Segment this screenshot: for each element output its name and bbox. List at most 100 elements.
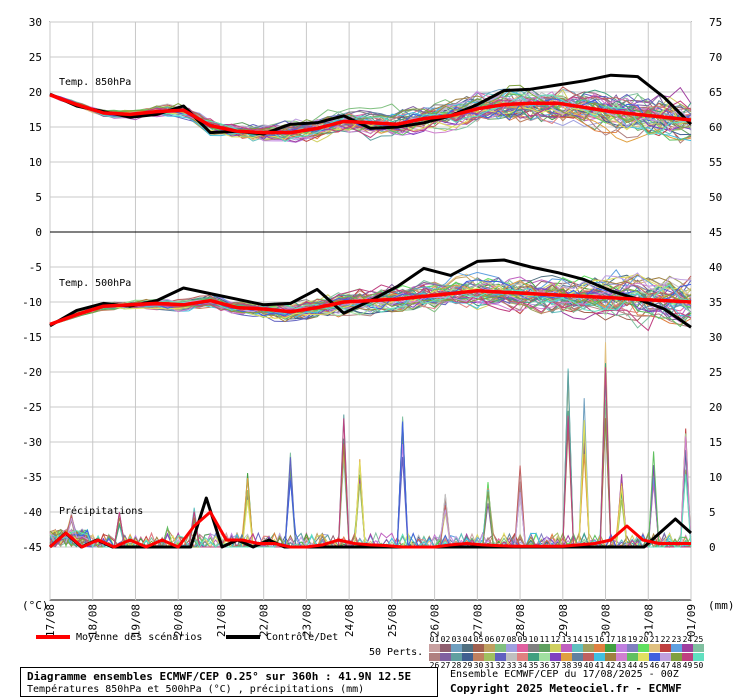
member-color-swatch — [693, 653, 704, 661]
member-number: 48 — [671, 661, 682, 670]
member-colors-row1 — [429, 644, 705, 653]
member-color-swatch — [660, 644, 671, 652]
mean-t500-line — [49, 289, 692, 327]
member-number: 46 — [649, 661, 660, 670]
right-axis-unit: (mm) — [708, 599, 735, 612]
left-tick-label: 5 — [35, 191, 42, 204]
member-color-swatch — [517, 653, 528, 661]
member-colors-row2 — [429, 653, 705, 662]
member-number: 30 — [473, 661, 484, 670]
member-color-swatch — [583, 644, 594, 652]
member-number: 06 — [484, 635, 495, 644]
member-color-swatch — [649, 653, 660, 661]
member-number: 26 — [429, 661, 440, 670]
member-number: 09 — [517, 635, 528, 644]
member-number: 32 — [495, 661, 506, 670]
member-number: 35 — [528, 661, 539, 670]
member-number: 27 — [440, 661, 451, 670]
right-tick-label: 0 — [709, 541, 716, 554]
right-tick-label: 35 — [709, 296, 722, 309]
right-tick-label: 70 — [709, 51, 722, 64]
right-tick-label: 15 — [709, 436, 722, 449]
member-color-swatch — [517, 644, 528, 652]
control-precip-line — [48, 496, 693, 549]
member-color-swatch — [451, 653, 462, 661]
member-number: 25 — [693, 635, 704, 644]
label-precip: Précipitations — [59, 505, 143, 517]
member-color-swatch — [473, 653, 484, 661]
member-number: 49 — [682, 661, 693, 670]
member-color-swatch — [440, 644, 451, 652]
legend-control: Contrôle/Det — [226, 632, 338, 643]
member-legend-grid: 01 02 03 04 05 06 07 08 09 10 11 12 13 14 15 16 17 18 19 20… — [429, 636, 705, 670]
left-tick-label: -30 — [22, 436, 42, 449]
member-color-swatch — [627, 653, 638, 661]
member-color-swatch — [627, 644, 638, 652]
right-tick-label: 30 — [709, 331, 722, 344]
member-color-swatch — [462, 644, 473, 652]
member-color-swatch — [605, 653, 616, 661]
member-number: 04 — [462, 635, 473, 644]
member-number: 22 — [660, 635, 671, 644]
member-color-swatch — [451, 644, 462, 652]
left-tick-label: 10 — [29, 156, 42, 169]
member-number: 42 — [605, 661, 616, 670]
x-tick-label: 20/08 — [172, 604, 185, 637]
member-number: 20 — [638, 635, 649, 644]
member-color-swatch — [616, 644, 627, 652]
legend-mean: Moyenne des scénarios — [36, 632, 202, 643]
member-number: 47 — [660, 661, 671, 670]
member-number: 02 — [440, 635, 451, 644]
x-tick-label: 19/08 — [129, 604, 142, 637]
member-color-swatch — [495, 644, 506, 652]
member-number: 13 — [561, 635, 572, 644]
member-color-swatch — [649, 644, 660, 652]
member-number: 50 — [693, 661, 704, 670]
x-axis-ticks: 17/08 18/08 19/08 20/08 21/08 22/08 23/08 24/08… — [44, 604, 698, 637]
credits: Ensemble ECMWF/CEP du 17/08/2025 - 00Z C… — [450, 668, 682, 696]
right-tick-label: 25 — [709, 366, 722, 379]
left-tick-label: -20 — [22, 366, 42, 379]
right-tick-label: 65 — [709, 86, 722, 99]
left-tick-label: 25 — [29, 51, 42, 64]
x-tick-label: 21/08 — [215, 604, 228, 637]
chart-subtitle: Températures 850hPa et 500hPa (°C) , pré… — [27, 684, 365, 695]
member-number: 37 — [550, 661, 561, 670]
member-color-swatch — [506, 653, 517, 661]
right-tick-label: 60 — [709, 121, 722, 134]
right-tick-label: 45 — [709, 226, 722, 239]
label-t850: Temp. 850hPa — [59, 77, 131, 88]
member-color-swatch — [484, 653, 495, 661]
member-color-swatch — [539, 653, 550, 661]
left-tick-label: -15 — [22, 331, 42, 344]
member-color-swatch — [539, 644, 550, 652]
legend-mean-swatch — [36, 635, 70, 639]
mean-precip-line — [49, 510, 691, 549]
member-color-swatch — [484, 644, 495, 652]
x-tick-label: 17/08 — [44, 604, 57, 637]
member-t500-line — [49, 284, 692, 332]
member-color-swatch — [572, 644, 583, 652]
left-tick-label: 30 — [29, 16, 42, 29]
left-tick-label: 15 — [29, 121, 42, 134]
member-number: 05 — [473, 635, 484, 644]
member-number: 45 — [638, 661, 649, 670]
member-number: 12 — [550, 635, 561, 644]
member-color-swatch — [660, 653, 671, 661]
member-number: 07 — [495, 635, 506, 644]
member-number: 01 — [429, 635, 440, 644]
member-color-swatch — [605, 644, 616, 652]
member-color-swatch — [561, 653, 572, 661]
member-color-swatch — [429, 644, 440, 652]
member-number: 44 — [627, 661, 638, 670]
label-t500: Temp. 500hPa — [59, 278, 131, 289]
legend-control-swatch — [226, 635, 260, 639]
member-color-swatch — [440, 653, 451, 661]
legend-perts-label: 50 Perts. — [369, 647, 424, 658]
member-color-swatch — [671, 653, 682, 661]
member-number: 15 — [583, 635, 594, 644]
x-tick-label: 24/08 — [343, 604, 356, 637]
right-tick-label: 55 — [709, 156, 722, 169]
member-color-swatch — [594, 653, 605, 661]
left-tick-label: -5 — [29, 261, 42, 274]
